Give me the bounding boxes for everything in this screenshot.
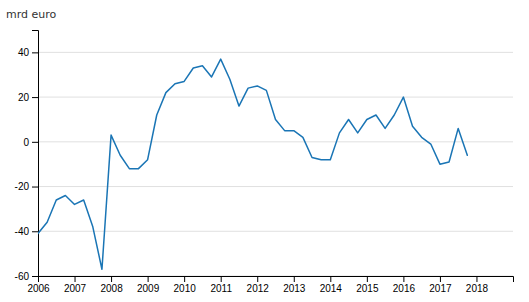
x-tick-label: 2016 [393,283,416,294]
x-tick: 2015 [356,276,379,294]
y-axis-line [32,31,39,277]
x-tick-label: 2018 [466,283,489,294]
y-tick: 40 [18,47,38,58]
x-tick-mark [476,276,477,282]
chart: -60-40-200204020062007200820092010201120… [0,0,529,302]
x-tick-label: 2017 [429,283,452,294]
x-tick-label: 2012 [247,283,270,294]
y-tick-label: -40 [15,226,30,237]
x-tick: 2006 [27,276,50,294]
x-tick-mark [75,276,76,282]
y-tick: -20 [15,181,38,192]
grid-line [38,52,513,53]
x-tick-label: 2010 [174,283,197,294]
x-tick: 2018 [466,276,489,294]
x-tick-label: 2014 [320,283,343,294]
x-tick-mark [257,276,258,282]
y-tick-mark [32,52,38,53]
x-tick-label: 2008 [100,283,123,294]
x-tick-mark [184,276,185,282]
x-tick-label: 2006 [27,283,50,294]
y-tick-mark [32,231,38,232]
grid [38,52,513,276]
x-tick: 2007 [64,276,87,294]
y-tick-label: 0 [23,137,29,148]
x-tick-mark [440,276,441,282]
x-tick: 2008 [100,276,123,294]
x-tick: 2011 [210,276,232,294]
grid-line [38,231,513,232]
x-tick-mark [148,276,149,282]
x-axis-line [39,277,514,283]
y-tick: 20 [18,92,38,103]
x-tick: 2014 [320,276,343,294]
x-tick-label: 2007 [64,283,87,294]
x-axis: 2006 2007 2008 2009 2010 2011 2012 2013 2014 2015… [27,276,513,294]
y-label: mrd euro [6,8,57,21]
y-tick-mark [32,142,38,143]
y-tick-mark [32,97,38,98]
x-tick: 2017 [429,276,452,294]
y-tick: 0 [23,137,38,148]
y-axis: -60 -40 -20 0 20 40 [15,31,39,282]
x-tick-mark [403,276,404,282]
y-tick-mark [32,187,38,188]
x-tick-mark [294,276,295,282]
line [38,59,467,269]
x-tick: 2010 [174,276,197,294]
y-tick: -60 [15,271,38,282]
x-tick-mark [367,276,368,282]
grid-line [38,186,513,187]
x-tick-label: 2015 [356,283,379,294]
grid-line [38,141,513,142]
x-tick-mark [38,276,39,282]
x-tick: 2016 [393,276,416,294]
x-tick: 2013 [283,276,306,294]
x-tick-label: 2013 [283,283,306,294]
y-tick-label: -20 [15,181,30,192]
y-tick: -40 [15,226,38,237]
x-tick: 2009 [137,276,160,294]
y-tick-label: 40 [18,47,30,58]
x-tick-mark [330,276,331,282]
grid-line [38,97,513,98]
x-tick-label: 2009 [137,283,160,294]
y-tick-label: -60 [15,271,30,282]
x-tick-mark [221,276,222,282]
x-tick: 2012 [247,276,270,294]
x-tick-label: 2011 [210,283,232,294]
x-tick-mark [111,276,112,282]
plot: -60-40-200204020062007200820092010201120… [15,31,514,295]
marks [38,59,467,269]
y-tick-mark [32,276,38,277]
y-tick-label: 20 [18,92,30,103]
